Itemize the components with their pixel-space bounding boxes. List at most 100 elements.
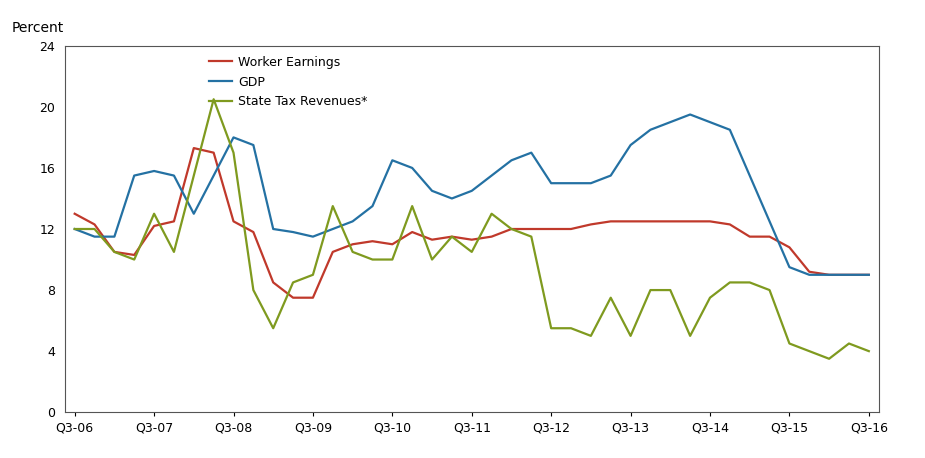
Worker Earnings [506,226,517,232]
Worker Earnings [565,226,576,232]
GDP [466,188,477,194]
Worker Earnings [486,234,497,240]
GDP [347,218,358,224]
GDP [804,272,815,278]
State Tax Revenues* [744,280,755,285]
Line: GDP: GDP [75,114,869,275]
GDP [823,272,834,278]
GDP [684,112,696,117]
State Tax Revenues* [525,234,536,240]
GDP [546,180,557,186]
Worker Earnings [705,218,716,224]
GDP [129,173,140,178]
State Tax Revenues* [109,249,120,255]
Text: Percent: Percent [12,21,64,35]
Line: Worker Earnings: Worker Earnings [75,148,869,298]
GDP [447,196,458,201]
Worker Earnings [189,145,200,151]
Worker Earnings [783,245,795,250]
Worker Earnings [447,234,458,240]
Worker Earnings [525,226,536,232]
GDP [89,234,100,240]
Worker Earnings [89,222,100,227]
State Tax Revenues* [466,249,477,255]
State Tax Revenues* [506,226,517,232]
GDP [525,150,536,155]
Worker Earnings [844,272,855,278]
GDP [665,120,676,125]
State Tax Revenues* [783,341,795,346]
State Tax Revenues* [705,295,716,300]
GDP [506,158,517,163]
Legend: Worker Earnings, GDP, State Tax Revenues*: Worker Earnings, GDP, State Tax Revenues… [209,56,367,109]
Worker Earnings [764,234,775,240]
State Tax Revenues* [605,295,616,300]
State Tax Revenues* [208,97,219,102]
State Tax Revenues* [764,287,775,293]
Worker Earnings [665,218,676,224]
Worker Earnings [109,249,120,255]
GDP [407,165,418,171]
State Tax Revenues* [307,272,318,278]
GDP [208,173,219,178]
State Tax Revenues* [387,257,398,262]
Worker Earnings [267,280,278,285]
GDP [149,168,160,174]
GDP [705,120,716,125]
Worker Earnings [586,222,597,227]
Worker Earnings [367,239,378,244]
Worker Earnings [69,211,80,217]
State Tax Revenues* [89,226,100,232]
Worker Earnings [546,226,557,232]
State Tax Revenues* [367,257,378,262]
State Tax Revenues* [724,280,735,285]
Worker Earnings [863,272,874,278]
GDP [764,218,775,224]
Worker Earnings [288,295,299,300]
State Tax Revenues* [844,341,855,346]
State Tax Revenues* [407,203,418,209]
GDP [168,173,179,178]
State Tax Revenues* [69,226,80,232]
GDP [645,127,656,132]
Worker Earnings [387,241,398,247]
Worker Earnings [129,252,140,258]
State Tax Revenues* [863,349,874,354]
State Tax Revenues* [645,287,656,293]
GDP [486,173,497,178]
GDP [189,211,200,217]
GDP [586,180,597,186]
State Tax Revenues* [129,257,140,262]
Worker Earnings [684,218,696,224]
GDP [863,272,874,278]
GDP [69,226,80,232]
GDP [724,127,735,132]
GDP [327,226,339,232]
GDP [783,264,795,270]
Worker Earnings [168,218,179,224]
State Tax Revenues* [625,333,636,338]
State Tax Revenues* [426,257,438,262]
GDP [248,142,259,148]
State Tax Revenues* [248,287,259,293]
GDP [367,203,378,209]
State Tax Revenues* [546,326,557,331]
GDP [288,229,299,235]
Worker Earnings [407,229,418,235]
State Tax Revenues* [665,287,676,293]
Worker Earnings [645,218,656,224]
Worker Earnings [744,234,755,240]
State Tax Revenues* [565,326,576,331]
GDP [844,272,855,278]
GDP [426,188,438,194]
State Tax Revenues* [168,249,179,255]
State Tax Revenues* [804,349,815,354]
Line: State Tax Revenues*: State Tax Revenues* [75,99,869,359]
Worker Earnings [466,237,477,242]
GDP [565,180,576,186]
State Tax Revenues* [823,356,834,361]
Worker Earnings [208,150,219,155]
State Tax Revenues* [149,211,160,217]
Worker Earnings [823,272,834,278]
Worker Earnings [605,218,616,224]
